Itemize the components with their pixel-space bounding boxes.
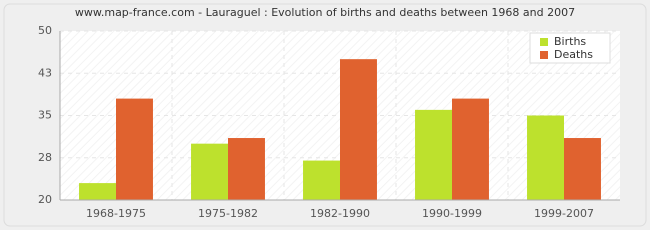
frame xyxy=(3,3,647,227)
y-tick-label: 20 xyxy=(38,193,52,206)
x-tick-label: 1975-1982 xyxy=(198,207,258,220)
y-tick-label: 50 xyxy=(38,24,52,37)
bar xyxy=(452,98,489,200)
x-tick-label: 1999-2007 xyxy=(534,207,594,220)
bar xyxy=(116,98,153,200)
y-tick-label: 35 xyxy=(38,109,52,122)
bar xyxy=(564,138,601,200)
legend-swatch xyxy=(540,51,548,59)
y-tick-label: 28 xyxy=(38,151,52,164)
bar xyxy=(303,160,340,200)
x-tick-label: 1982-1990 xyxy=(310,207,370,220)
chart-title: www.map-france.com - Lauraguel : Evoluti… xyxy=(75,6,575,19)
legend-swatch xyxy=(540,38,548,46)
y-tick-label: 43 xyxy=(38,66,52,79)
legend-label: Deaths xyxy=(554,48,593,61)
bar xyxy=(527,115,564,200)
bar xyxy=(191,143,228,200)
bar xyxy=(340,59,377,200)
bar xyxy=(415,109,452,200)
x-tick-label: 1968-1975 xyxy=(86,207,146,220)
chart: www.map-france.com - Lauraguel : Evoluti… xyxy=(0,0,650,230)
x-tick-label: 1990-1999 xyxy=(422,207,482,220)
bar xyxy=(228,138,265,200)
legend-label: Births xyxy=(554,35,586,48)
bar xyxy=(79,183,116,200)
